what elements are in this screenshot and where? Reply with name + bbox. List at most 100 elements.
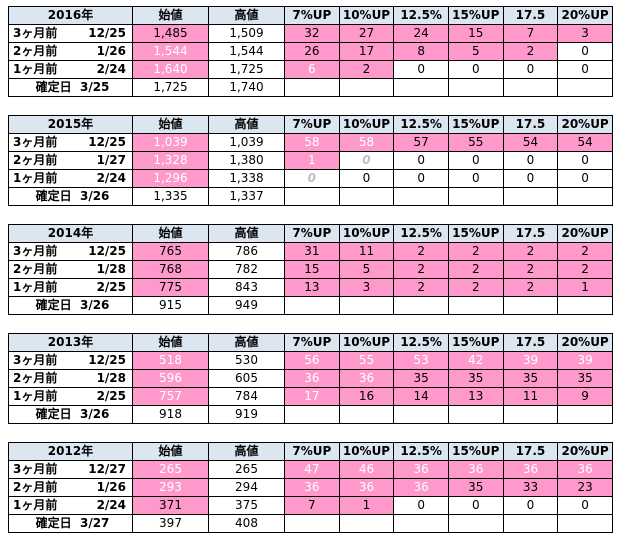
open-header[interactable]: 始値 [132, 224, 209, 243]
pct15-header[interactable]: 15%UP [447, 115, 504, 134]
high-cell[interactable]: 843 [208, 278, 285, 297]
open-header[interactable]: 始値 [132, 442, 209, 461]
pct7-header[interactable]: 7%UP [284, 224, 340, 243]
pct-cell[interactable]: 0 [557, 42, 613, 61]
pct7-header[interactable]: 7%UP [284, 333, 340, 352]
pct-cell[interactable]: 57 [393, 133, 449, 152]
empty-cell[interactable] [502, 405, 559, 424]
pct-cell[interactable]: 7 [284, 496, 340, 515]
pct-cell[interactable]: 7 [502, 24, 559, 43]
high-header[interactable]: 高値 [208, 6, 285, 25]
open-cell[interactable]: 918 [132, 405, 209, 424]
empty-cell[interactable] [557, 296, 613, 315]
row-label-cell[interactable]: 2ヶ月前 1/28 [8, 260, 133, 279]
empty-cell[interactable] [557, 514, 613, 533]
pct10-header[interactable]: 10%UP [338, 333, 395, 352]
pct20-header[interactable]: 20%UP [557, 442, 613, 461]
pct125-header[interactable]: 12.5% [393, 6, 449, 25]
empty-cell[interactable] [338, 405, 395, 424]
empty-cell[interactable] [557, 78, 613, 97]
pct15-header[interactable]: 15%UP [447, 333, 504, 352]
empty-cell[interactable] [393, 514, 449, 533]
high-cell[interactable]: 1,544 [208, 42, 285, 61]
high-cell[interactable]: 786 [208, 242, 285, 261]
open-cell[interactable]: 596 [132, 369, 209, 388]
row-label-cell[interactable]: 1ヶ月前 2/24 [8, 60, 133, 79]
empty-cell[interactable] [447, 78, 504, 97]
pct-cell[interactable]: 5 [338, 260, 395, 279]
empty-cell[interactable] [447, 187, 504, 206]
high-cell[interactable]: 294 [208, 478, 285, 497]
pct-cell[interactable]: 36 [393, 478, 449, 497]
open-cell[interactable]: 518 [132, 351, 209, 370]
pct-cell[interactable]: 2 [447, 260, 504, 279]
empty-cell[interactable] [338, 78, 395, 97]
pct-cell[interactable]: 32 [284, 24, 340, 43]
high-header[interactable]: 高値 [208, 115, 285, 134]
pct20-header[interactable]: 20%UP [557, 115, 613, 134]
pct-cell[interactable]: 2 [447, 242, 504, 261]
row-label-cell[interactable]: 3ヶ月前 12/27 [8, 460, 133, 479]
row-label-cell[interactable]: 1ヶ月前 2/25 [8, 278, 133, 297]
pct-cell[interactable]: 55 [447, 133, 504, 152]
pct-cell[interactable]: 0 [393, 151, 449, 170]
pct-cell[interactable]: 2 [393, 278, 449, 297]
high-cell[interactable]: 265 [208, 460, 285, 479]
pct-cell[interactable]: 2 [557, 242, 613, 261]
pct7-header[interactable]: 7%UP [284, 442, 340, 461]
pct-cell[interactable]: 46 [338, 460, 395, 479]
row-label-cell[interactable]: 確定日 3/26 [8, 405, 133, 424]
pct175-header[interactable]: 17.5 [502, 115, 559, 134]
empty-cell[interactable] [557, 405, 613, 424]
open-cell[interactable]: 1,335 [132, 187, 209, 206]
pct-cell[interactable]: 0 [447, 496, 504, 515]
pct-cell[interactable]: 0 [447, 169, 504, 188]
open-cell[interactable]: 265 [132, 460, 209, 479]
pct-cell[interactable]: 0 [284, 169, 340, 188]
pct-cell[interactable]: 54 [502, 133, 559, 152]
empty-cell[interactable] [393, 405, 449, 424]
pct-cell[interactable]: 58 [284, 133, 340, 152]
open-cell[interactable]: 293 [132, 478, 209, 497]
high-cell[interactable]: 1,509 [208, 24, 285, 43]
high-cell[interactable]: 784 [208, 387, 285, 406]
pct-cell[interactable]: 2 [338, 60, 395, 79]
pct-cell[interactable]: 9 [557, 387, 613, 406]
high-cell[interactable]: 375 [208, 496, 285, 515]
year-cell[interactable]: 2012年 [8, 442, 133, 461]
pct-cell[interactable]: 36 [284, 478, 340, 497]
pct-cell[interactable]: 0 [393, 169, 449, 188]
open-cell[interactable]: 1,544 [132, 42, 209, 61]
empty-cell[interactable] [284, 78, 340, 97]
pct-cell[interactable]: 0 [502, 60, 559, 79]
pct-cell[interactable]: 35 [502, 369, 559, 388]
pct15-header[interactable]: 15%UP [447, 224, 504, 243]
pct-cell[interactable]: 39 [557, 351, 613, 370]
row-label-cell[interactable]: 1ヶ月前 2/25 [8, 387, 133, 406]
pct-cell[interactable]: 36 [338, 478, 395, 497]
high-cell[interactable]: 1,740 [208, 78, 285, 97]
pct-cell[interactable]: 0 [338, 169, 395, 188]
pct-cell[interactable]: 2 [502, 242, 559, 261]
pct125-header[interactable]: 12.5% [393, 333, 449, 352]
pct-cell[interactable]: 15 [284, 260, 340, 279]
pct-cell[interactable]: 35 [447, 478, 504, 497]
pct-cell[interactable]: 16 [338, 387, 395, 406]
year-cell[interactable]: 2014年 [8, 224, 133, 243]
pct15-header[interactable]: 15%UP [447, 442, 504, 461]
pct-cell[interactable]: 0 [502, 496, 559, 515]
empty-cell[interactable] [447, 296, 504, 315]
pct-cell[interactable]: 0 [447, 151, 504, 170]
year-cell[interactable]: 2013年 [8, 333, 133, 352]
pct-cell[interactable]: 54 [557, 133, 613, 152]
empty-cell[interactable] [447, 514, 504, 533]
open-cell[interactable]: 1,328 [132, 151, 209, 170]
pct125-header[interactable]: 12.5% [393, 442, 449, 461]
pct-cell[interactable]: 2 [502, 278, 559, 297]
row-label-cell[interactable]: 1ヶ月前 2/24 [8, 169, 133, 188]
open-cell[interactable]: 1,485 [132, 24, 209, 43]
pct-cell[interactable]: 26 [284, 42, 340, 61]
high-cell[interactable]: 1,337 [208, 187, 285, 206]
pct7-header[interactable]: 7%UP [284, 6, 340, 25]
open-cell[interactable]: 768 [132, 260, 209, 279]
